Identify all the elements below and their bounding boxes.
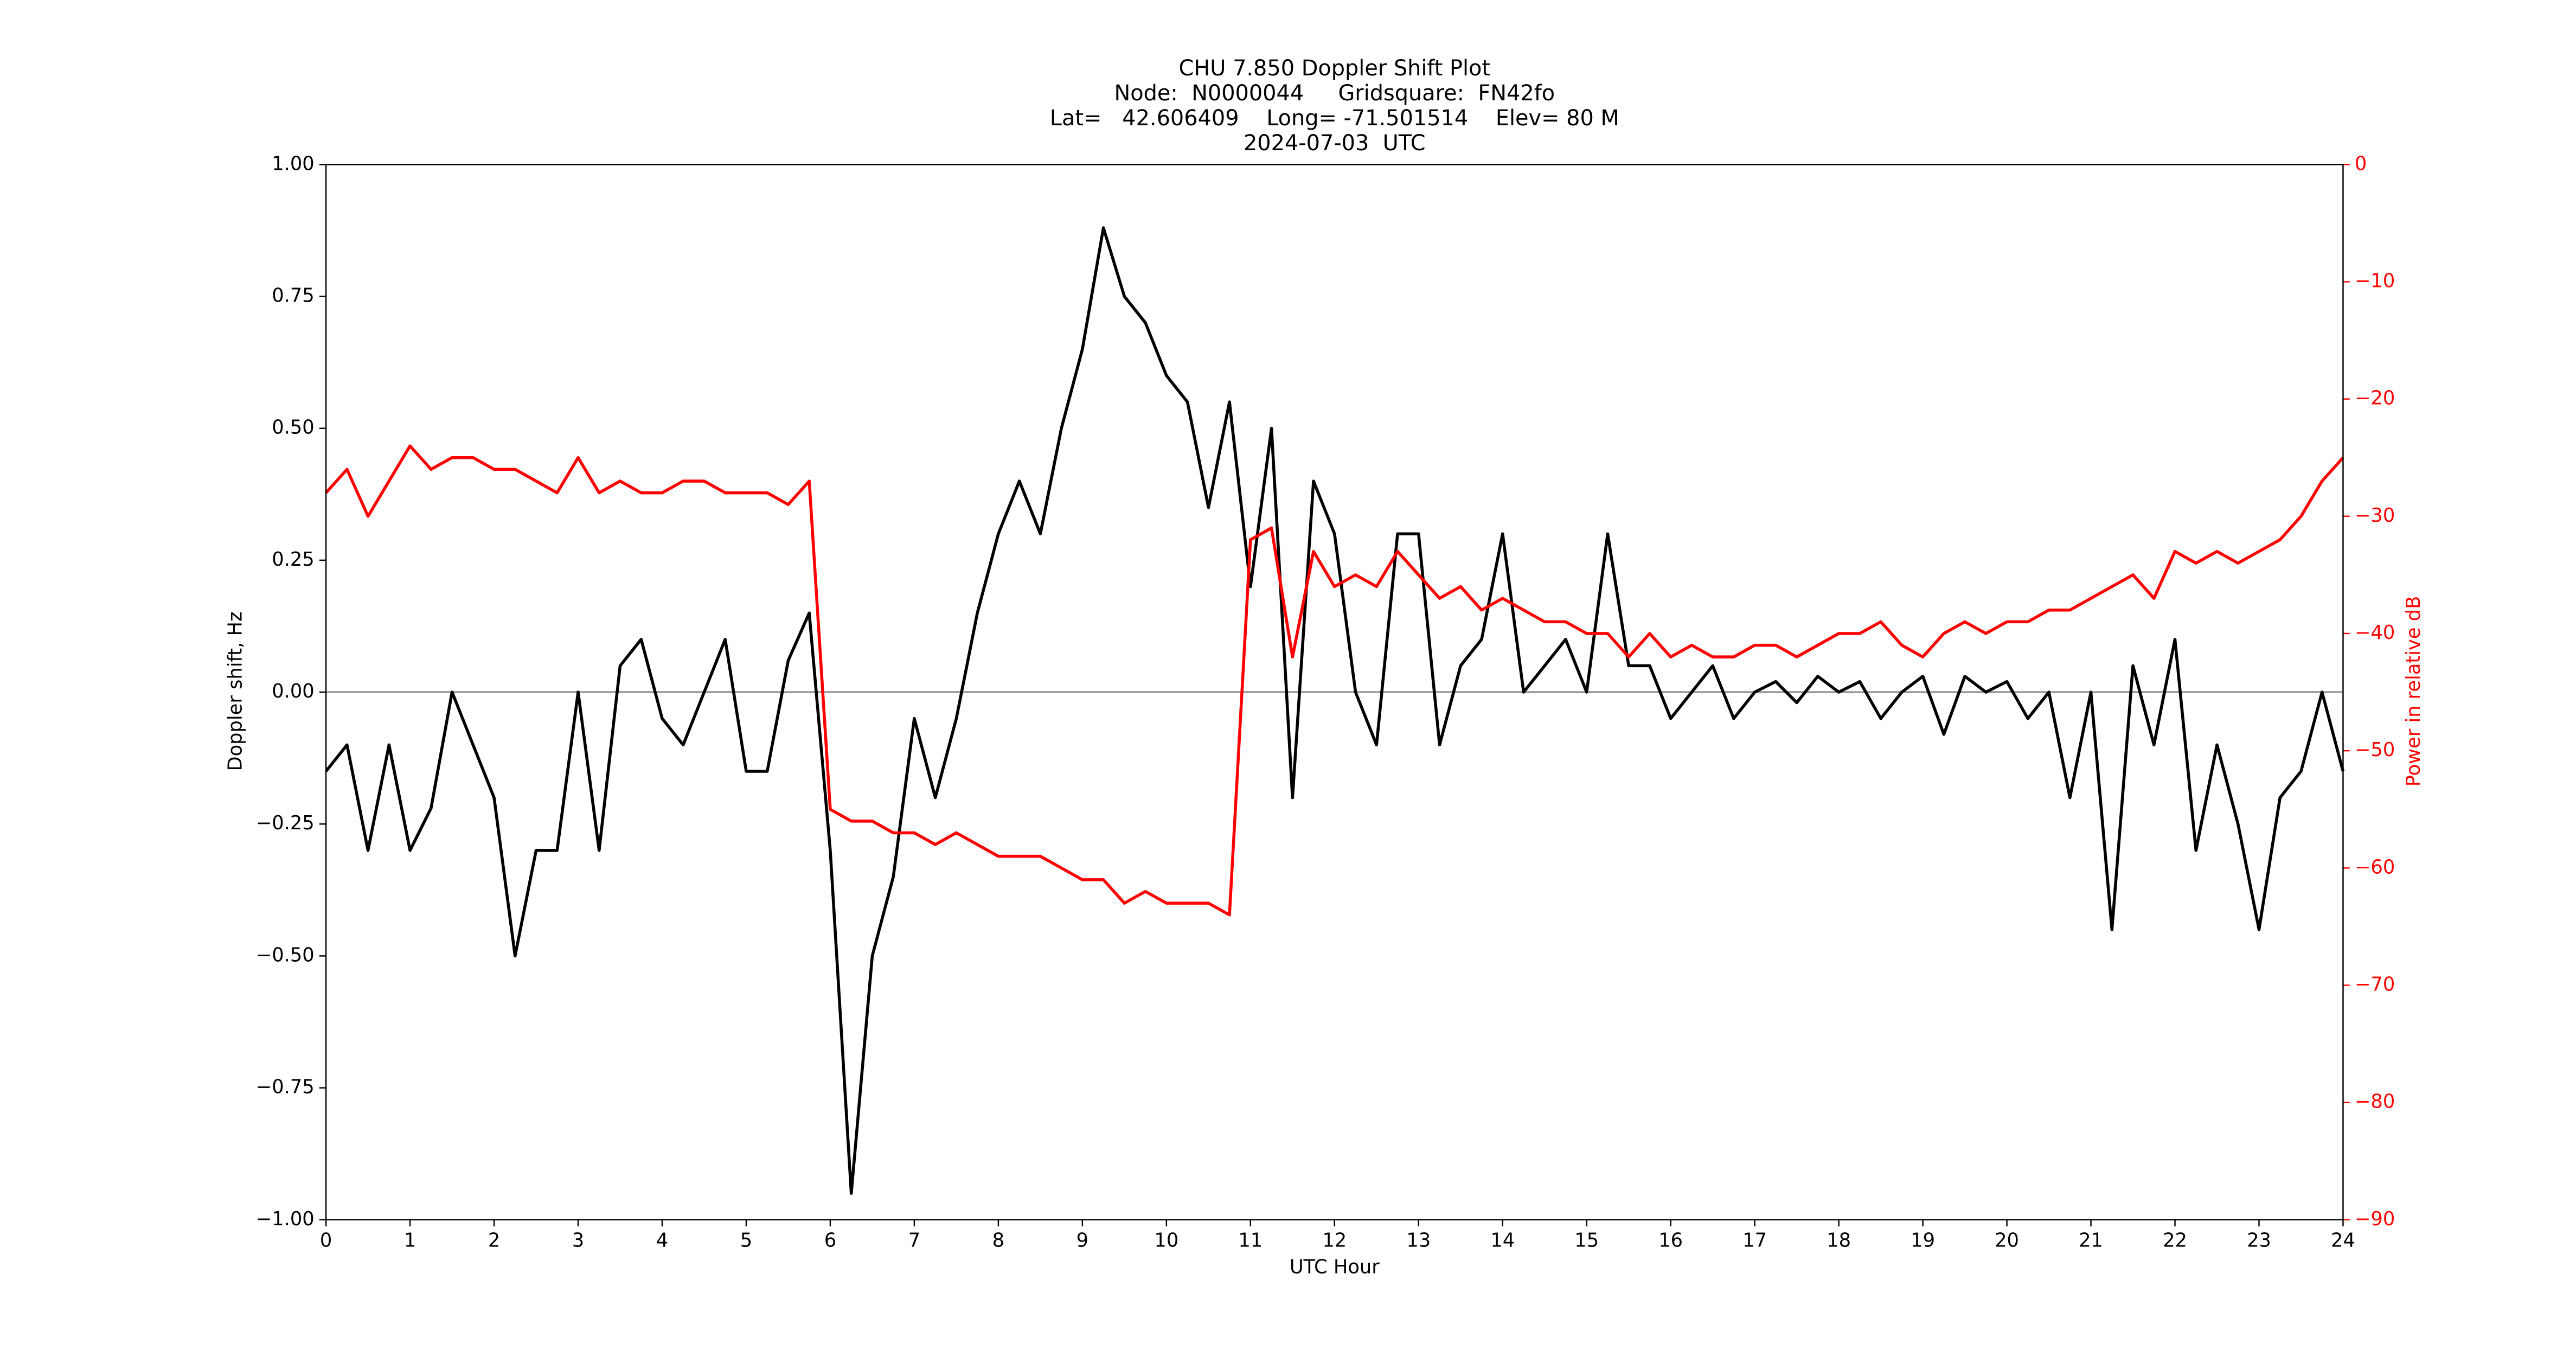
y-axis-label: Doppler shift, Hz [225, 612, 247, 771]
y-tick-label: −0.25 [256, 812, 315, 834]
x-tick-label: 2 [488, 1230, 500, 1252]
x-tick-label: 24 [2331, 1230, 2355, 1252]
y2-tick-label: −20 [2355, 387, 2395, 410]
x-tick-label: 11 [1238, 1230, 1263, 1252]
x-tick-label: 21 [2079, 1230, 2103, 1252]
x-tick-label: 19 [1911, 1230, 1935, 1252]
y2-tick-label: −50 [2355, 739, 2395, 761]
y-tick-label: −0.50 [256, 944, 315, 966]
x-tick-label: 9 [1076, 1230, 1088, 1252]
y-tick-label: 1.00 [272, 152, 314, 175]
x-tick-label: 7 [908, 1230, 920, 1252]
x-tick-label: 18 [1827, 1230, 1851, 1252]
x-tick-label: 1 [404, 1230, 416, 1252]
x-tick-label: 10 [1154, 1230, 1178, 1252]
x-tick-label: 5 [740, 1230, 752, 1252]
data-line [324, 226, 2345, 1195]
y2-tick-label: −30 [2355, 504, 2395, 527]
x-tick-label: 8 [992, 1230, 1004, 1252]
chart-subtitle: Lat= 42.606409 Long= -71.501514 Elev= 80… [1050, 106, 1619, 131]
x-tick-label: 12 [1322, 1230, 1347, 1252]
y-tick-label: 0.50 [272, 417, 314, 439]
y2-tick-label: −60 [2355, 856, 2395, 878]
y2-tick-label: 0 [2355, 152, 2367, 175]
x-tick-label: 17 [1742, 1230, 1767, 1252]
chart-title: CHU 7.850 Doppler Shift Plot [1179, 56, 1490, 81]
y-tick-label: 0.00 [272, 680, 314, 702]
y-tick-label: 0.75 [272, 284, 314, 306]
x-tick-label: 16 [1658, 1230, 1683, 1252]
chart-subtitle: 2024-07-03 UTC [1244, 131, 1426, 156]
x-tick-label: 23 [2247, 1230, 2271, 1252]
y-tick-label: 0.25 [272, 548, 314, 571]
plot-frame [325, 164, 2344, 1220]
x-axis-label: UTC Hour [1290, 1256, 1380, 1278]
x-tick-label: 0 [320, 1230, 332, 1252]
y-tick-label: −1.00 [256, 1208, 315, 1230]
y2-tick-label: −80 [2355, 1091, 2395, 1113]
y2-tick-label: −70 [2355, 973, 2395, 995]
x-tick-label: 14 [1490, 1230, 1515, 1252]
y2-tick-label: −10 [2355, 270, 2395, 292]
y-tick-label: −0.75 [256, 1076, 315, 1098]
x-tick-label: 4 [656, 1230, 668, 1252]
x-tick-label: 13 [1406, 1230, 1431, 1252]
chart-subtitle: Node: N0000044 Gridsquare: FN42fo [1114, 81, 1555, 106]
x-tick-label: 3 [572, 1230, 584, 1252]
x-tick-label: 20 [1995, 1230, 2019, 1252]
y2-tick-label: −40 [2355, 622, 2395, 644]
data-line [325, 444, 2344, 917]
x-tick-label: 15 [1574, 1230, 1599, 1252]
y2-tick-label: −90 [2355, 1208, 2395, 1230]
x-tick-label: 22 [2163, 1230, 2187, 1252]
x-tick-label: 6 [824, 1230, 836, 1252]
y2-axis-label: Power in relative dB [2402, 596, 2425, 787]
